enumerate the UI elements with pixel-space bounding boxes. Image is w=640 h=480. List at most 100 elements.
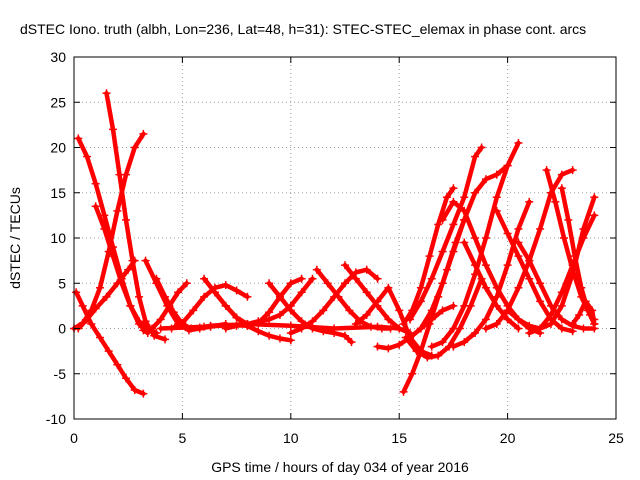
data-point	[425, 252, 434, 261]
y-tick-label: 25	[50, 94, 66, 110]
data-point	[542, 166, 551, 175]
data-point	[139, 326, 148, 335]
data-point	[341, 261, 349, 270]
y-tick-label: 0	[58, 321, 66, 337]
data-point	[161, 292, 170, 301]
data-point	[588, 306, 597, 315]
data-point	[449, 301, 458, 310]
data-point	[135, 317, 144, 326]
data-point	[427, 342, 436, 351]
data-point	[297, 317, 306, 326]
data-point	[100, 224, 109, 233]
data-point	[492, 170, 501, 179]
data-point	[74, 134, 83, 143]
series-8-line	[154, 276, 250, 331]
data-point	[102, 89, 111, 98]
data-point	[130, 256, 139, 265]
data-point	[590, 319, 599, 328]
data-point	[564, 215, 573, 224]
data-point	[345, 306, 354, 315]
data-point	[323, 279, 332, 288]
x-tick-label: 10	[283, 430, 299, 446]
data-point	[557, 184, 566, 193]
data-point	[557, 301, 566, 310]
data-point	[221, 301, 230, 310]
data-point	[169, 308, 178, 317]
data-point	[308, 317, 317, 326]
series-9-line	[169, 282, 250, 331]
y-tick-label: 30	[50, 49, 66, 65]
data-point	[232, 313, 241, 322]
data-point	[189, 306, 198, 315]
data-point	[148, 324, 157, 333]
data-point	[122, 374, 131, 383]
data-point	[130, 386, 139, 395]
data-point	[471, 152, 480, 161]
data-point	[286, 321, 295, 330]
data-point	[503, 306, 512, 315]
data-point	[546, 319, 555, 328]
data-point	[78, 301, 87, 310]
y-tick-label: -10	[46, 411, 66, 427]
x-tick-label: 15	[391, 430, 407, 446]
data-point	[449, 324, 458, 333]
data-point	[122, 215, 131, 224]
y-tick-label: 5	[58, 275, 66, 291]
data-point	[100, 211, 109, 220]
data-point	[275, 292, 284, 301]
data-point	[395, 340, 404, 349]
y-tick-label: 10	[50, 230, 66, 246]
y-axis-ticks: -10 -5 0 5 10 15 20 25 30	[46, 49, 616, 427]
data-point	[286, 306, 295, 315]
data-point	[200, 292, 209, 301]
data-point	[460, 206, 469, 215]
series-25-line	[451, 199, 532, 349]
data-point	[399, 319, 408, 328]
data-point	[406, 315, 415, 324]
data-point	[481, 234, 490, 242]
data-point	[96, 333, 105, 342]
x-tick-label: 0	[70, 430, 78, 446]
data-point	[514, 324, 523, 333]
data-point	[362, 310, 371, 319]
data-point	[395, 306, 404, 315]
data-point	[536, 297, 545, 306]
data-point	[347, 338, 356, 347]
data-point	[362, 288, 371, 297]
data-point	[341, 331, 349, 340]
data-point	[557, 324, 566, 333]
data-point	[401, 333, 410, 342]
data-point	[481, 175, 490, 184]
data-point	[210, 288, 219, 297]
data-point	[492, 301, 501, 310]
data-point	[102, 292, 111, 301]
data-point	[96, 283, 105, 292]
y-tick-label: 20	[50, 140, 66, 156]
data-point	[525, 321, 534, 330]
x-axis-ticks: 0 5 10 15 20 25	[70, 57, 624, 446]
data-point	[135, 292, 144, 301]
data-series	[70, 89, 599, 398]
data-point	[399, 387, 408, 396]
data-point	[254, 327, 263, 336]
data-point	[546, 301, 555, 310]
data-point	[503, 229, 512, 238]
data-point	[449, 184, 458, 193]
data-point	[525, 329, 534, 338]
data-point	[449, 342, 458, 351]
data-point	[200, 274, 209, 283]
data-point	[91, 304, 100, 313]
data-point	[275, 310, 284, 319]
data-point	[492, 283, 501, 292]
data-point	[492, 193, 501, 202]
y-axis-label: dSTEC / TECUs	[7, 187, 23, 289]
data-point	[438, 215, 447, 224]
data-point	[477, 143, 486, 152]
data-point	[319, 306, 328, 315]
x-axis-label: GPS time / hours of day 034 of year 2016	[211, 459, 469, 475]
series-24-line	[429, 163, 510, 349]
data-point	[481, 261, 490, 270]
data-point	[124, 265, 133, 274]
data-point	[438, 247, 447, 256]
